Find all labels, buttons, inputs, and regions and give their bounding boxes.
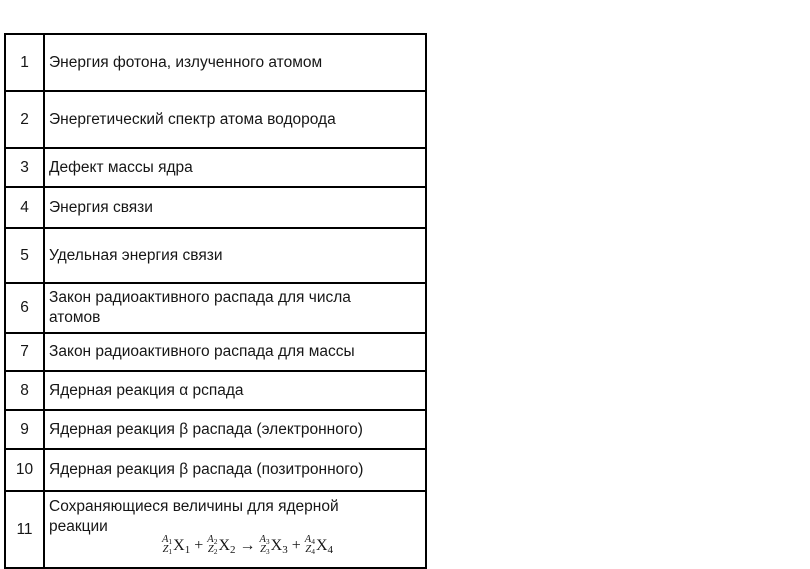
row-text: Закон радиоактивного распада для массы — [49, 343, 355, 360]
mass-symbol: A — [162, 533, 169, 545]
prescripts: A2 Z2 — [207, 533, 218, 556]
row-text-cell: Энергетический спектр атома водорода — [43, 90, 427, 149]
mass-index: 1 — [168, 536, 173, 546]
prescripts: A1 Z1 — [162, 533, 173, 556]
row-text-cell: Сохраняющиеся величины для ядерной реакц… — [43, 490, 427, 569]
mass-symbol: A — [304, 533, 312, 545]
row-text-cell: Дефект массы ядра — [43, 147, 427, 188]
row-number-cell: 4 — [4, 186, 45, 229]
row-number-cell: 3 — [4, 147, 45, 188]
prescripts: A3 Z3 — [259, 533, 270, 556]
physics-topics-table: 1 Энергия фотона, излученного атомом 2 Э… — [4, 33, 427, 569]
reaction-term-4: A4 Z4 X4 — [304, 533, 334, 556]
element-symbol: X1 — [173, 537, 191, 556]
charge-index: 2 — [213, 547, 218, 557]
table-row: 4 Энергия связи — [4, 186, 427, 229]
row-text-cell: Удельная энергия связи — [43, 227, 427, 284]
charge-index: 4 — [311, 547, 315, 557]
row-text-cell: Ядерная реакция β распада (электронного) — [43, 409, 427, 450]
table-row: 6 Закон радиоактивного распада для числа… — [4, 282, 427, 334]
table-row: 8 Ядерная реакция α рспада — [4, 370, 427, 411]
row-text-cell: Ядерная реакция α рспада — [43, 370, 427, 411]
element-index: 4 — [327, 544, 334, 556]
row-number-cell: 10 — [4, 448, 45, 492]
charge-index: 1 — [168, 547, 173, 557]
row-number-cell: 2 — [4, 90, 45, 149]
element-index: 1 — [184, 544, 191, 556]
plus-operator: + — [291, 537, 301, 554]
arrow-operator: → — [239, 537, 256, 554]
charge-symbol: Z — [162, 544, 169, 556]
nuclear-reaction-formula: A1 Z1 X1 + A2 Z2 X2 → A3 Z3 X3 + A4 Z4 X4 — [49, 534, 422, 562]
row-text-cell: Закон радиоактивного распада для массы — [43, 332, 427, 372]
row-text: Ядерная реакция β распада (позитронного) — [49, 461, 364, 478]
row-number-cell: 11 — [4, 490, 45, 569]
row-text: Ядерная реакция β распада (электронного) — [49, 420, 363, 438]
element-index: 2 — [230, 544, 236, 556]
element-letter: X — [173, 537, 185, 554]
row-text: Удельная энергия связи — [49, 246, 223, 264]
mass-number: A3 — [259, 533, 270, 546]
mass-index: 4 — [311, 536, 315, 546]
row-text-cell: Энергия фотона, излученного атомом — [43, 33, 427, 92]
row-text: Дефект массы ядра — [49, 158, 193, 176]
row-text-cell: Закон радиоактивного распада для числа а… — [43, 282, 427, 334]
charge-number: Z3 — [260, 545, 270, 556]
row-text-cell: Ядерная реакция β распада (позитронного) — [43, 448, 427, 492]
charge-symbol: Z — [260, 544, 266, 556]
row-text: Энергия связи — [49, 198, 153, 216]
charge-symbol: Z — [207, 544, 214, 556]
element-index: 3 — [282, 544, 288, 556]
table-row: 10 Ядерная реакция β распада (позитронно… — [4, 448, 427, 492]
element-symbol: X4 — [315, 537, 334, 556]
row-number-cell: 8 — [4, 370, 45, 411]
table-row: 1 Энергия фотона, излученного атомом — [4, 33, 427, 92]
element-letter: X — [270, 537, 283, 554]
plus-operator: + — [194, 537, 204, 554]
row-text: Ядерная реакция α рспада — [49, 381, 244, 399]
mass-index: 3 — [265, 536, 270, 546]
element-symbol: X2 — [218, 537, 236, 556]
charge-number: Z2 — [208, 545, 218, 556]
mass-number: A1 — [162, 533, 173, 546]
table-row: 2 Энергетический спектр атома водорода — [4, 90, 427, 149]
charge-number: Z4 — [305, 545, 315, 556]
prescripts: A4 Z4 — [304, 533, 315, 556]
table-row: 7 Закон радиоактивного распада для массы — [4, 332, 427, 372]
mass-index: 2 — [213, 536, 218, 546]
mass-symbol: A — [259, 533, 266, 545]
row-text: Энергетический спектр атома водорода — [49, 110, 336, 128]
table-row: 11 Сохраняющиеся величины для ядерной ре… — [4, 490, 427, 569]
row-number-cell: 7 — [4, 332, 45, 372]
row-text: Сохраняющиеся величины для ядерной реакц… — [49, 498, 339, 535]
mass-number: A2 — [207, 533, 218, 546]
table-row: 5 Удельная энергия связи — [4, 227, 427, 284]
row-number-cell: 6 — [4, 282, 45, 334]
row-text: Энергия фотона, излученного атомом — [49, 53, 323, 71]
table-row: 9 Ядерная реакция β распада (электронног… — [4, 409, 427, 450]
row-number-cell: 1 — [4, 33, 45, 92]
row-text-cell: Энергия связи — [43, 186, 427, 229]
mass-symbol: A — [207, 533, 214, 545]
reaction-term-1: A1 Z1 X1 — [162, 533, 191, 556]
reaction-term-3: A3 Z3 X3 — [259, 533, 288, 556]
element-symbol: X3 — [270, 537, 288, 556]
table-row: 3 Дефект массы ядра — [4, 147, 427, 188]
charge-number: Z1 — [163, 545, 173, 556]
row-number-cell: 9 — [4, 409, 45, 450]
reaction-term-2: A2 Z2 X2 — [207, 533, 236, 556]
mass-number: A4 — [304, 533, 315, 546]
charge-symbol: Z — [305, 544, 312, 556]
element-letter: X — [218, 537, 230, 554]
charge-index: 3 — [265, 547, 270, 557]
row-text: Закон радиоактивного распада для числа а… — [49, 289, 351, 326]
row-number-cell: 5 — [4, 227, 45, 284]
element-letter: X — [315, 537, 328, 554]
